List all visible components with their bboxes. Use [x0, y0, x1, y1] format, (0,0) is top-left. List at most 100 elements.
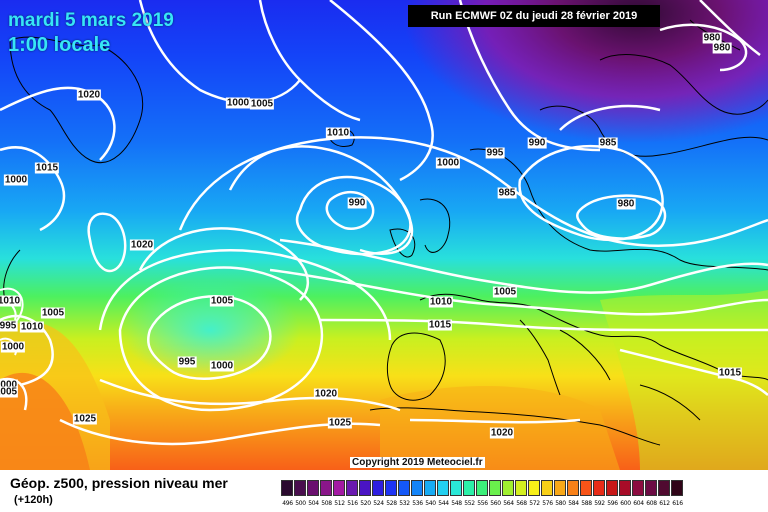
isobar-label: 990: [527, 137, 547, 149]
scale-label: 552: [464, 500, 475, 507]
scale-label: 540: [425, 500, 436, 507]
isobar-label: 995: [177, 356, 197, 368]
scale-label: 568: [516, 500, 527, 507]
scale-swatch: [307, 480, 319, 496]
scale-swatch: [476, 480, 488, 496]
isobar-label: 1010: [0, 295, 22, 307]
scale-swatch: [463, 480, 475, 496]
isobar-label: 1005: [0, 386, 19, 398]
scale-swatch: [502, 480, 514, 496]
scale-label: 532: [399, 500, 410, 507]
scale-swatch: [424, 480, 436, 496]
isobar-label: 1015: [34, 162, 60, 174]
scale-swatch: [359, 480, 371, 496]
isobar-label: 1010: [428, 296, 454, 308]
isobar-label: 1000: [435, 157, 461, 169]
east-ridge: [600, 290, 768, 470]
isobar-label: 1020: [76, 89, 102, 101]
scale-label: 496: [282, 500, 293, 507]
isobar-label: 1010: [19, 321, 45, 333]
subtropical-ridge-core: [0, 372, 90, 470]
isobar-label: 1005: [40, 307, 66, 319]
scale-swatch: [593, 480, 605, 496]
scale-swatch: [554, 480, 566, 496]
scale-swatch: [320, 480, 332, 496]
isobar-label: 1025: [327, 417, 353, 429]
scale-swatch: [528, 480, 540, 496]
scale-label: 536: [412, 500, 423, 507]
scale-label: 560: [490, 500, 501, 507]
scale-label: 564: [503, 500, 514, 507]
isobar-label: 980: [702, 32, 722, 44]
isobar-label: 985: [598, 137, 618, 149]
color-scale-labels: 496 500 504 508 512 516 520 524 528 532 536 540 544 5…: [281, 500, 684, 507]
scale-swatch: [632, 480, 644, 496]
isobar-label: 1000: [209, 360, 235, 372]
isobar-label: 980: [712, 42, 732, 54]
isobar-label: 995: [485, 147, 505, 159]
scale-label: 604: [633, 500, 644, 507]
isobar-label: 990: [347, 197, 367, 209]
model-run-label: Run ECMWF 0Z du jeudi 28 février 2019: [408, 5, 660, 27]
scale-label: 592: [594, 500, 605, 507]
scale-label: 544: [438, 500, 449, 507]
lead-time: (+120h): [14, 494, 53, 506]
scale-label: 504: [308, 500, 319, 507]
isobar-label: 1000: [0, 379, 19, 391]
forecast-time: 1:00 locale: [8, 34, 111, 56]
product-title: Géop. z500, pression niveau mer: [10, 475, 228, 491]
scale-swatch: [645, 480, 657, 496]
scale-label: 516: [347, 500, 358, 507]
scale-label: 600: [620, 500, 631, 507]
forecast-date: mardi 5 mars 2019: [8, 10, 174, 31]
isobar-label: 1005: [209, 295, 235, 307]
scale-label: 508: [321, 500, 332, 507]
scale-swatch: [515, 480, 527, 496]
scale-swatch: [411, 480, 423, 496]
scale-swatch: [450, 480, 462, 496]
weather-map: mardi 5 mars 2019 1:00 locale Run ECMWF …: [0, 0, 768, 470]
scale-swatch: [489, 480, 501, 496]
isobar-label: 995: [0, 320, 18, 332]
scale-swatch: [541, 480, 553, 496]
scale-swatch: [437, 480, 449, 496]
isobar-label: 1010: [325, 127, 351, 139]
scale-label: 612: [659, 500, 670, 507]
scale-label: 588: [581, 500, 592, 507]
isobar-label: 980: [616, 198, 636, 210]
scale-label: 584: [568, 500, 579, 507]
scale-label: 572: [529, 500, 540, 507]
isobar-label: 1015: [427, 319, 453, 331]
scale-label: 556: [477, 500, 488, 507]
atlantic-low-zone: [120, 280, 300, 380]
scale-swatch: [333, 480, 345, 496]
scale-label: 580: [555, 500, 566, 507]
scale-label: 528: [386, 500, 397, 507]
isobar-label: 1020: [489, 427, 515, 439]
isobar-label: 1005: [249, 98, 275, 110]
scale-swatch: [606, 480, 618, 496]
scale-swatch: [398, 480, 410, 496]
scale-swatch: [619, 480, 631, 496]
scale-swatch: [281, 480, 293, 496]
scale-swatch: [294, 480, 306, 496]
scale-label: 500: [295, 500, 306, 507]
scale-label: 548: [451, 500, 462, 507]
scale-label: 524: [373, 500, 384, 507]
color-scale: [281, 480, 684, 496]
isobar-label: 1015: [717, 367, 743, 379]
scale-swatch: [372, 480, 384, 496]
scale-swatch: [658, 480, 670, 496]
scale-swatch: [580, 480, 592, 496]
scale-swatch: [346, 480, 358, 496]
isobar-label: 1020: [129, 239, 155, 251]
scale-label: 520: [360, 500, 371, 507]
isobar-label: 1020: [313, 388, 339, 400]
isobar-label: 1025: [72, 413, 98, 425]
legend-footer: Géop. z500, pression niveau mer (+120h) …: [0, 470, 768, 512]
isobar-label: 985: [497, 187, 517, 199]
map-graphic: [0, 0, 768, 470]
scale-label: 576: [542, 500, 553, 507]
scale-swatch: [567, 480, 579, 496]
